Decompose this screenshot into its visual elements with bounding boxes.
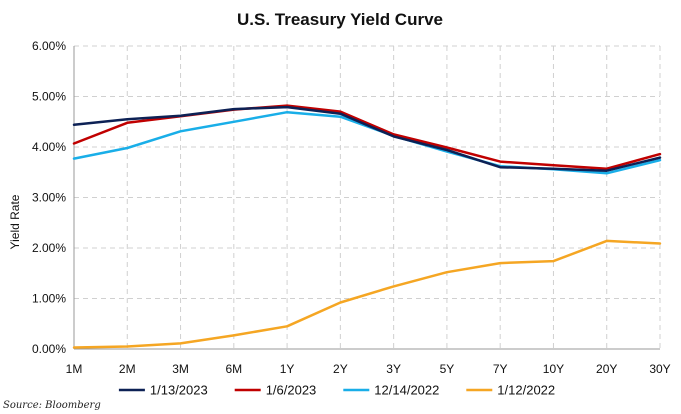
legend-label: 12/14/2022: [374, 383, 439, 398]
legend-label: 1/12/2022: [497, 383, 555, 398]
y-tick-label: 1.00%: [32, 292, 66, 306]
x-tick-label: 20Y: [596, 362, 617, 376]
x-tick-label: 7Y: [493, 362, 508, 376]
gridlines: [73, 45, 661, 350]
source-note: Source: Bloomberg: [3, 400, 101, 411]
series-lines: [72, 104, 662, 349]
chart-title: U.S. Treasury Yield Curve: [237, 10, 443, 29]
x-tick-label: 1M: [66, 362, 83, 376]
y-tick-label: 5.00%: [32, 90, 66, 104]
x-tick-label: 3Y: [386, 362, 401, 376]
y-tick-label: 0.00%: [32, 342, 66, 356]
x-tick-label: 3M: [172, 362, 189, 376]
y-tick-label: 4.00%: [32, 140, 66, 154]
series-line-1-12-2022: [72, 239, 662, 349]
legend-label: 1/13/2023: [150, 383, 208, 398]
x-tick-label: 5Y: [440, 362, 455, 376]
x-tick-label: 6M: [225, 362, 242, 376]
x-tick-label: 2M: [119, 362, 136, 376]
x-tick-label: 1Y: [280, 362, 295, 376]
series-line-12-14-2022: [72, 110, 662, 175]
series-line-1-13-2023: [72, 105, 662, 172]
x-axis-ticks: 1M 2M 3M 6M 1Y 2Y 3Y 5Y 7Y 10Y 20Y 30Y: [66, 362, 671, 376]
x-tick-label: 30Y: [649, 362, 670, 376]
legend-label: 1/6/2023: [266, 383, 317, 398]
y-tick-label: 2.00%: [32, 241, 66, 255]
y-tick-label: 6.00%: [32, 39, 66, 53]
y-tick-label: 3.00%: [32, 191, 66, 205]
y-axis-ticks: 0.00% 1.00% 2.00% 3.00% 4.00% 5.00% 6.00%: [32, 39, 66, 356]
x-tick-label: 10Y: [543, 362, 564, 376]
x-tick-label: 2Y: [333, 362, 348, 376]
y-axis-label: Yield Rate: [8, 194, 22, 249]
legend: 1/13/2023 1/6/2023 12/14/2022 1/12/2022: [118, 383, 555, 398]
